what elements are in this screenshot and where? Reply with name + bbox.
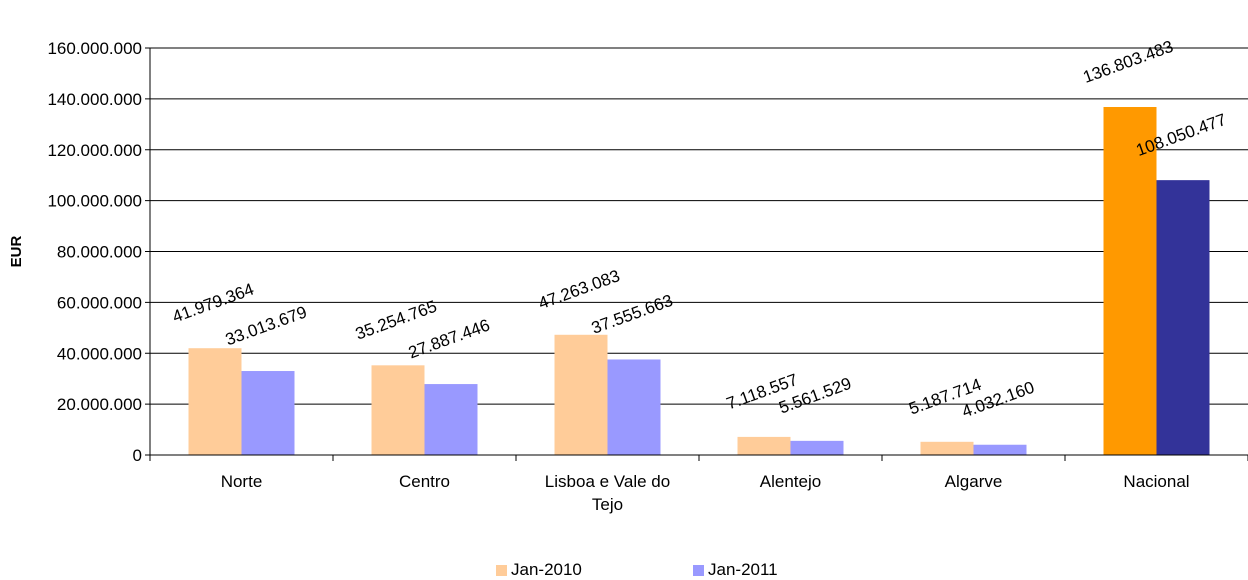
y-tick-label: 0 (133, 446, 142, 465)
y-tick-label: 160.000.000 (47, 39, 142, 58)
y-tick-label: 40.000.000 (57, 344, 142, 363)
bar (973, 444, 1027, 455)
data-label: 33.013.679 (223, 302, 309, 349)
y-tick-label: 20.000.000 (57, 395, 142, 414)
legend: Jan-2010 Jan-2011 (0, 560, 1248, 580)
bar (424, 384, 478, 455)
y-tick-label: 60.000.000 (57, 293, 142, 312)
x-tick-label: Nacional (1123, 472, 1189, 491)
data-label: 37.555.663 (589, 291, 675, 338)
y-tick-label: 80.000.000 (57, 243, 142, 262)
legend-label-jan-2011: Jan-2011 (708, 560, 778, 579)
bar (241, 371, 295, 455)
data-label: 41.979.364 (170, 280, 256, 327)
bar (1103, 107, 1157, 456)
data-label: 47.263.083 (536, 266, 622, 313)
bar (371, 365, 425, 455)
legend-swatch-jan-2011 (693, 564, 704, 576)
data-label: 27.887.446 (406, 315, 492, 362)
x-tick-label: Centro (399, 472, 450, 491)
legend-item-jan-2011: Jan-2011 (693, 560, 778, 580)
bar (1156, 180, 1210, 455)
bar (188, 348, 242, 455)
legend-item-jan-2010: Jan-2010 (496, 560, 582, 580)
x-tick-label: Algarve (945, 472, 1003, 491)
y-axis-title: EUR (8, 235, 25, 267)
y-tick-label: 140.000.000 (47, 90, 142, 109)
bar (554, 334, 608, 455)
y-tick-label: 100.000.000 (47, 192, 142, 211)
x-tick-label: Lisboa e Vale do (545, 472, 670, 491)
bar (737, 436, 791, 455)
legend-label-jan-2010: Jan-2010 (511, 560, 582, 579)
x-tick-label: Alentejo (760, 472, 821, 491)
bar (920, 441, 974, 455)
x-tick-label: Norte (221, 472, 263, 491)
x-tick-label: Tejo (592, 495, 623, 514)
bar (607, 359, 661, 455)
y-tick-label: 120.000.000 (47, 141, 142, 160)
bar (790, 440, 844, 455)
data-label: 136.803.483 (1080, 37, 1175, 87)
legend-swatch-jan-2010 (496, 564, 507, 576)
